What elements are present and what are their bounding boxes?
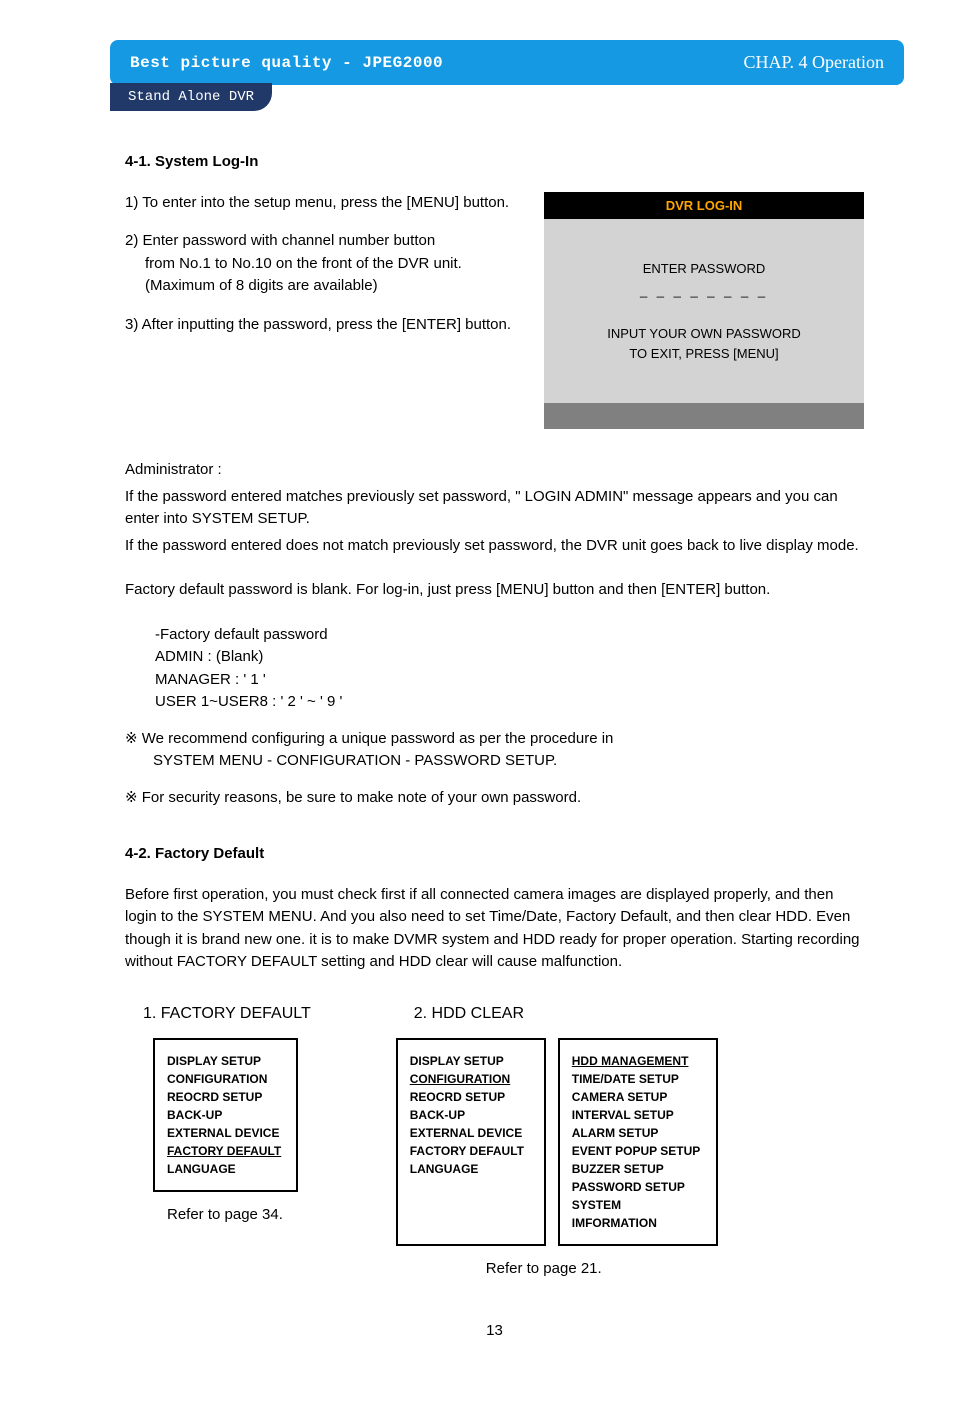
page: Best picture quality - JPEG2000 CHAP. 4 … — [0, 0, 954, 1403]
password-list: -Factory default password ADMIN : (Blank… — [125, 624, 864, 714]
header-title-right: CHAP. 4 Operation — [744, 52, 885, 73]
menu-heading-2: 2. HDD CLEAR — [414, 1002, 718, 1026]
refer-2: Refer to page 21. — [486, 1258, 718, 1281]
enter-password-label: ENTER PASSWORD — [564, 259, 844, 279]
menu-item: HDD MANAGEMENT — [572, 1052, 704, 1070]
menu-pair: DISPLAY SETUPCONFIGURATIONREOCRD SETUPBA… — [396, 1038, 718, 1246]
menu-item: LANGUAGE — [167, 1160, 284, 1178]
menu-heading-1: 1. FACTORY DEFAULT — [143, 1002, 311, 1026]
login-panel: DVR LOG-IN ENTER PASSWORD _ _ _ _ _ _ _ … — [544, 192, 864, 430]
instruction-2a: 2) Enter password with channel number bu… — [125, 232, 435, 249]
header-title-left: Best picture quality - JPEG2000 — [130, 54, 443, 72]
menu-item: REOCRD SETUP — [167, 1088, 284, 1106]
pw-head: -Factory default password — [155, 624, 864, 647]
login-panel-title: DVR LOG-IN — [544, 192, 864, 220]
menu-item: FACTORY DEFAULT — [410, 1142, 532, 1160]
sub-tab: Stand Alone DVR — [110, 83, 272, 111]
menu-item: EXTERNAL DEVICE — [167, 1124, 284, 1142]
menu-box-2: DISPLAY SETUPCONFIGURATIONREOCRD SETUPBA… — [396, 1038, 546, 1246]
menu-item: PASSWORD SETUP — [572, 1178, 704, 1196]
password-dashes: _ _ _ _ _ _ _ _ — [564, 281, 844, 301]
admin-p1: If the password entered matches previous… — [125, 486, 864, 531]
menu-item: CONFIGURATION — [167, 1070, 284, 1088]
section-2-para: Before first operation, you must check f… — [125, 884, 864, 974]
login-hint-1: INPUT YOUR OWN PASSWORD — [564, 324, 844, 344]
note-1a: ※ We recommend configuring a unique pass… — [125, 728, 864, 751]
menu-item: BACK-UP — [410, 1106, 532, 1124]
menu-col-1: 1. FACTORY DEFAULT DISPLAY SETUPCONFIGUR… — [125, 1002, 311, 1227]
menu-item: SYSTEM IMFORMATION — [572, 1196, 704, 1232]
body-text: Administrator : If the password entered … — [125, 459, 864, 809]
menu-box-3: HDD MANAGEMENTTIME/DATE SETUPCAMERA SETU… — [558, 1038, 718, 1246]
pw-admin: ADMIN : (Blank) — [155, 646, 864, 669]
pw-manager: MANAGER : ' 1 ' — [155, 669, 864, 692]
instruction-2b: from No.1 to No.10 on the front of the D… — [125, 255, 462, 272]
menu-item: BACK-UP — [167, 1106, 284, 1124]
page-number: 13 — [125, 1320, 864, 1343]
refer-1: Refer to page 34. — [167, 1204, 311, 1227]
menu-box-1: DISPLAY SETUPCONFIGURATIONREOCRD SETUPBA… — [153, 1038, 298, 1192]
menu-item: CAMERA SETUP — [572, 1088, 704, 1106]
section-1-title: 4-1. System Log-In — [125, 151, 864, 174]
menu-row: 1. FACTORY DEFAULT DISPLAY SETUPCONFIGUR… — [125, 1002, 864, 1281]
instructions: 1) To enter into the setup menu, press t… — [125, 192, 519, 353]
menu-item: CONFIGURATION — [410, 1070, 532, 1088]
menu-item: BUZZER SETUP — [572, 1160, 704, 1178]
menu-item: INTERVAL SETUP — [572, 1106, 704, 1124]
menu-item: ALARM SETUP — [572, 1124, 704, 1142]
instruction-1: 1) To enter into the setup menu, press t… — [125, 192, 519, 215]
pw-user: USER 1~USER8 : ' 2 ' ~ ' 9 ' — [155, 691, 864, 714]
admin-p2: If the password entered does not match p… — [125, 535, 864, 558]
menu-item: EXTERNAL DEVICE — [410, 1124, 532, 1142]
menu-item: EVENT POPUP SETUP — [572, 1142, 704, 1160]
login-panel-footer — [544, 403, 864, 429]
login-panel-body: ENTER PASSWORD _ _ _ _ _ _ _ _ INPUT YOU… — [544, 219, 864, 403]
instruction-3: 3) After inputting the password, press t… — [125, 314, 519, 337]
menu-item: REOCRD SETUP — [410, 1088, 532, 1106]
note-1b: SYSTEM MENU - CONFIGURATION - PASSWORD S… — [125, 750, 864, 773]
login-hint-2: TO EXIT, PRESS [MENU] — [564, 344, 844, 364]
menu-col-2: 2. HDD CLEAR DISPLAY SETUPCONFIGURATIONR… — [396, 1002, 718, 1281]
top-row: 1) To enter into the setup menu, press t… — [125, 192, 864, 430]
content: 4-1. System Log-In 1) To enter into the … — [125, 151, 864, 1343]
instruction-2: 2) Enter password with channel number bu… — [125, 230, 519, 298]
menu-item: DISPLAY SETUP — [167, 1052, 284, 1070]
note-2: ※ For security reasons, be sure to make … — [125, 787, 864, 810]
factory-default-note: Factory default password is blank. For l… — [125, 579, 864, 602]
instruction-2c: (Maximum of 8 digits are available) — [125, 277, 378, 294]
menu-item: DISPLAY SETUP — [410, 1052, 532, 1070]
note-1: ※ We recommend configuring a unique pass… — [125, 728, 864, 773]
section-2-title: 4-2. Factory Default — [125, 843, 864, 866]
admin-label: Administrator : — [125, 459, 864, 482]
section-2: 4-2. Factory Default Before first operat… — [125, 843, 864, 1280]
header-bar: Best picture quality - JPEG2000 CHAP. 4 … — [110, 40, 904, 85]
menu-item: FACTORY DEFAULT — [167, 1142, 284, 1160]
menu-item: LANGUAGE — [410, 1160, 532, 1178]
menu-item: TIME/DATE SETUP — [572, 1070, 704, 1088]
